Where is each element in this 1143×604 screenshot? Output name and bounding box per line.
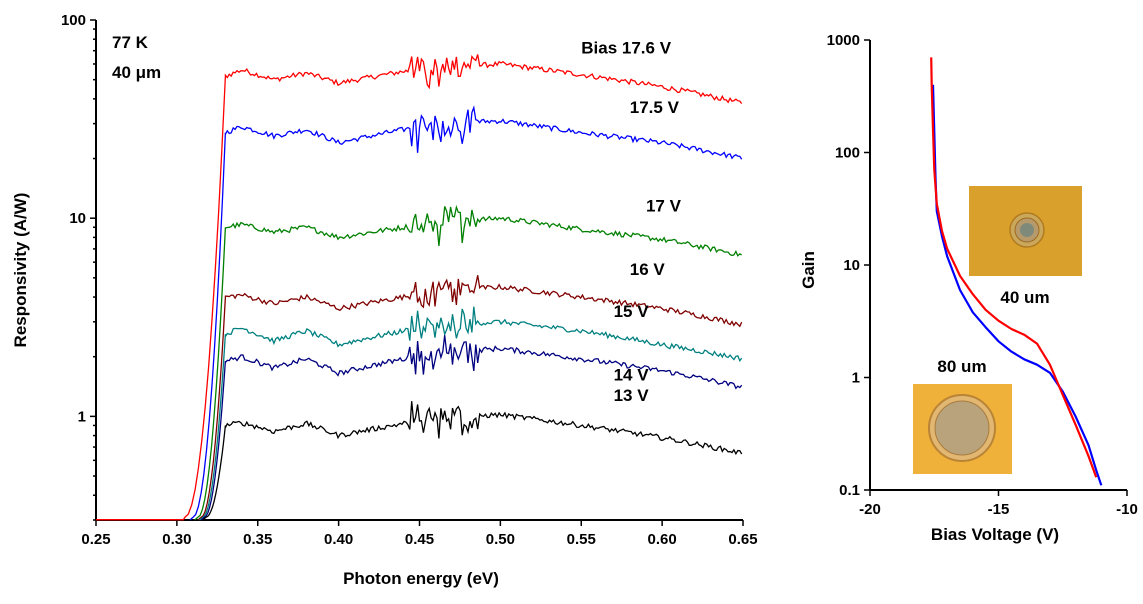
left-x-tick-label: 0.25 bbox=[81, 531, 110, 548]
left-series-line bbox=[199, 306, 743, 521]
right-y-tick-label: 1000 bbox=[827, 32, 860, 49]
left-y-tick-label: 100 bbox=[61, 12, 86, 29]
left-x-tick-label: 0.35 bbox=[243, 531, 272, 548]
left-x-axis-label: Photon energy (eV) bbox=[343, 569, 499, 588]
left-series-line bbox=[194, 204, 743, 521]
left-series-line bbox=[189, 105, 743, 521]
chip-image-80um bbox=[913, 384, 1012, 474]
left-series-label: 15 V bbox=[614, 302, 650, 321]
left-series-label: Bias 17.6 V bbox=[581, 38, 671, 57]
left-series-labels: Bias 17.6 V 17.5 V 17 V 16 V 15 V 14 V13 V bbox=[581, 38, 681, 405]
right-x-tick-label: -20 bbox=[859, 501, 881, 518]
left-series-label: 17 V bbox=[646, 197, 682, 216]
temperature-annotation: 77 K bbox=[112, 33, 149, 52]
left-series-label: 16 V bbox=[630, 260, 666, 279]
left-x-tick-label: 0.55 bbox=[567, 531, 596, 548]
left-series-line bbox=[200, 335, 743, 521]
right-x-axis-label: Bias Voltage (V) bbox=[931, 525, 1059, 544]
left-y-axis-label: Responsivity (A/W) bbox=[11, 193, 30, 348]
left-series-line bbox=[202, 401, 743, 521]
right-ticks: -20 -15 -10 0.1 1 10 100 1000 bbox=[827, 32, 1138, 518]
chip-label-80um: 80 um bbox=[937, 357, 986, 376]
left-series-label: 17.5 V bbox=[630, 98, 680, 117]
right-x-tick-label: -10 bbox=[1116, 501, 1138, 518]
right-series-line bbox=[930, 57, 1098, 478]
right-y-axis-label: Gain bbox=[799, 251, 818, 289]
right-y-tick-label: 10 bbox=[843, 257, 860, 274]
left-x-tick-label: 0.50 bbox=[486, 531, 515, 548]
right-y-tick-label: 100 bbox=[835, 145, 860, 162]
left-series-label: 14 V bbox=[614, 366, 650, 385]
chip-label-40um: 40 um bbox=[1000, 288, 1049, 307]
left-series-line bbox=[197, 275, 743, 521]
left-x-tick-label: 0.60 bbox=[648, 531, 677, 548]
right-series-group bbox=[930, 57, 1103, 486]
left-series-label: 13 V bbox=[614, 386, 650, 405]
left-y-tick-label: 10 bbox=[69, 210, 86, 227]
size-annotation: 40 μm bbox=[112, 63, 161, 82]
left-series-line bbox=[96, 54, 743, 521]
left-x-tick-label: 0.30 bbox=[162, 531, 191, 548]
left-x-tick-label: 0.65 bbox=[728, 531, 757, 548]
right-y-tick-label: 0.1 bbox=[839, 482, 860, 499]
right-y-tick-label: 1 bbox=[852, 370, 860, 387]
right-x-tick-label: -15 bbox=[988, 501, 1010, 518]
left-x-tick-label: 0.40 bbox=[324, 531, 353, 548]
left-y-tick-label: 1 bbox=[78, 408, 86, 425]
chip-image-40um bbox=[969, 186, 1082, 276]
right-series-line bbox=[931, 84, 1103, 486]
left-ticks: 0.25 0.30 0.35 0.40 0.45 0.50 0.55 0.60 0.65 1 10 1… bbox=[61, 12, 758, 548]
left-x-tick-label: 0.45 bbox=[405, 531, 434, 548]
left-series-group bbox=[96, 54, 743, 521]
